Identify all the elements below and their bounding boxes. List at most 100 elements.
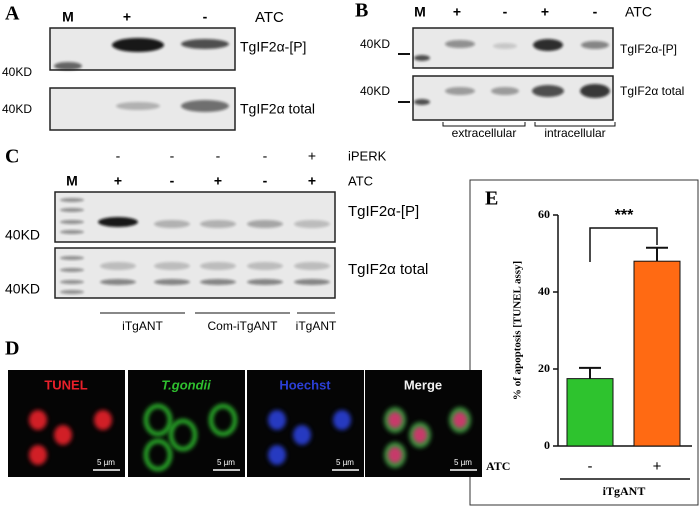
row-label: TgIF2α-[P] (240, 39, 306, 55)
panel-label: D (5, 338, 19, 360)
band (294, 262, 330, 270)
band (100, 279, 136, 285)
marker-label: 40KD (5, 281, 40, 297)
y-tick-label: 60 (538, 207, 550, 221)
condition-label: ATC (625, 4, 652, 20)
stain-label: TUNEL (44, 377, 87, 392)
band (200, 262, 236, 270)
stain-label: T.gondii (161, 377, 211, 392)
lane-label: + (308, 173, 316, 189)
band (532, 85, 564, 97)
band (181, 39, 229, 49)
marker-label: 40KD (2, 102, 32, 116)
cell (413, 427, 427, 443)
lane-label: + (123, 9, 131, 25)
cell (388, 447, 402, 463)
lane-label: M (62, 9, 74, 25)
blot (54, 247, 336, 299)
cell (293, 425, 311, 445)
cell (29, 410, 47, 430)
lane-label: - (116, 148, 121, 164)
row-label: TgIF2α total (348, 261, 428, 278)
lane-label: - (503, 4, 508, 20)
x-tick-label: - (588, 458, 593, 475)
cell (333, 410, 351, 430)
band (60, 290, 84, 294)
condition-label: iPERK (348, 148, 387, 163)
band (60, 280, 84, 284)
marker-label: 40KD (2, 65, 32, 79)
row-label: TgIF2α-[P] (620, 42, 677, 56)
band (491, 87, 519, 95)
band (247, 279, 283, 285)
band (154, 279, 190, 285)
lane-label: - (263, 173, 268, 189)
cell (144, 439, 172, 471)
band (112, 38, 164, 52)
cell (169, 419, 197, 451)
band (294, 279, 330, 285)
band (100, 262, 136, 270)
band (247, 262, 283, 270)
blot (49, 27, 236, 71)
lane-label: + (114, 173, 122, 189)
lane-label: M (414, 4, 426, 20)
marker-label: 40KD (5, 227, 40, 243)
panel-label: E (485, 188, 498, 210)
group-label: Com-iTgANT (207, 319, 278, 333)
bar (566, 378, 614, 447)
cell (54, 425, 72, 445)
band (154, 220, 190, 228)
scale-label: 5 µm (97, 458, 115, 467)
panel-e-frame (469, 179, 699, 506)
significance-label: *** (615, 207, 634, 224)
blot (412, 75, 614, 121)
group-bracket (442, 122, 526, 127)
band (54, 62, 82, 70)
marker-label: 40KD (360, 37, 390, 51)
group-bracket (534, 122, 616, 127)
band (60, 230, 84, 234)
row-label: TgIF2α total (240, 101, 315, 117)
significance-bracket (589, 227, 658, 262)
y-tick-label: 0 (544, 438, 550, 452)
cell (29, 445, 47, 465)
band (445, 87, 475, 95)
cell (388, 412, 402, 428)
band (200, 220, 236, 228)
lane-label: - (593, 4, 598, 20)
group-label: iTgANT (122, 319, 163, 333)
band (581, 41, 609, 49)
lane-label: - (203, 9, 208, 25)
cell (144, 404, 172, 436)
x-tick-label: + (653, 458, 662, 475)
category-label: ATC (486, 459, 510, 473)
lane-label: - (170, 173, 175, 189)
cell (94, 410, 112, 430)
band (247, 220, 283, 228)
scale-label: 5 µm (217, 458, 235, 467)
cell (268, 410, 286, 430)
band (414, 55, 430, 61)
stain-label: Hoechst (279, 377, 331, 392)
lane-label: - (170, 148, 175, 164)
panel-label: C (5, 146, 19, 168)
panel-label: B (355, 0, 368, 22)
condition-label: ATC (255, 9, 284, 26)
band (294, 220, 330, 228)
stain-label: Merge (404, 377, 442, 392)
y-axis-label: % of apoptosis [TUNEL assy] (512, 261, 524, 400)
lane-label: + (453, 4, 461, 20)
band (445, 40, 475, 48)
group-label: iTgANT (603, 484, 646, 498)
band (60, 268, 84, 272)
lane-label: + (308, 148, 316, 164)
band (116, 102, 160, 110)
band (181, 100, 229, 112)
band (60, 220, 84, 224)
lane-label: M (66, 173, 78, 189)
lane-label: - (263, 148, 268, 164)
scale-label: 5 µm (454, 458, 472, 467)
marker-label: 40KD (360, 84, 390, 98)
